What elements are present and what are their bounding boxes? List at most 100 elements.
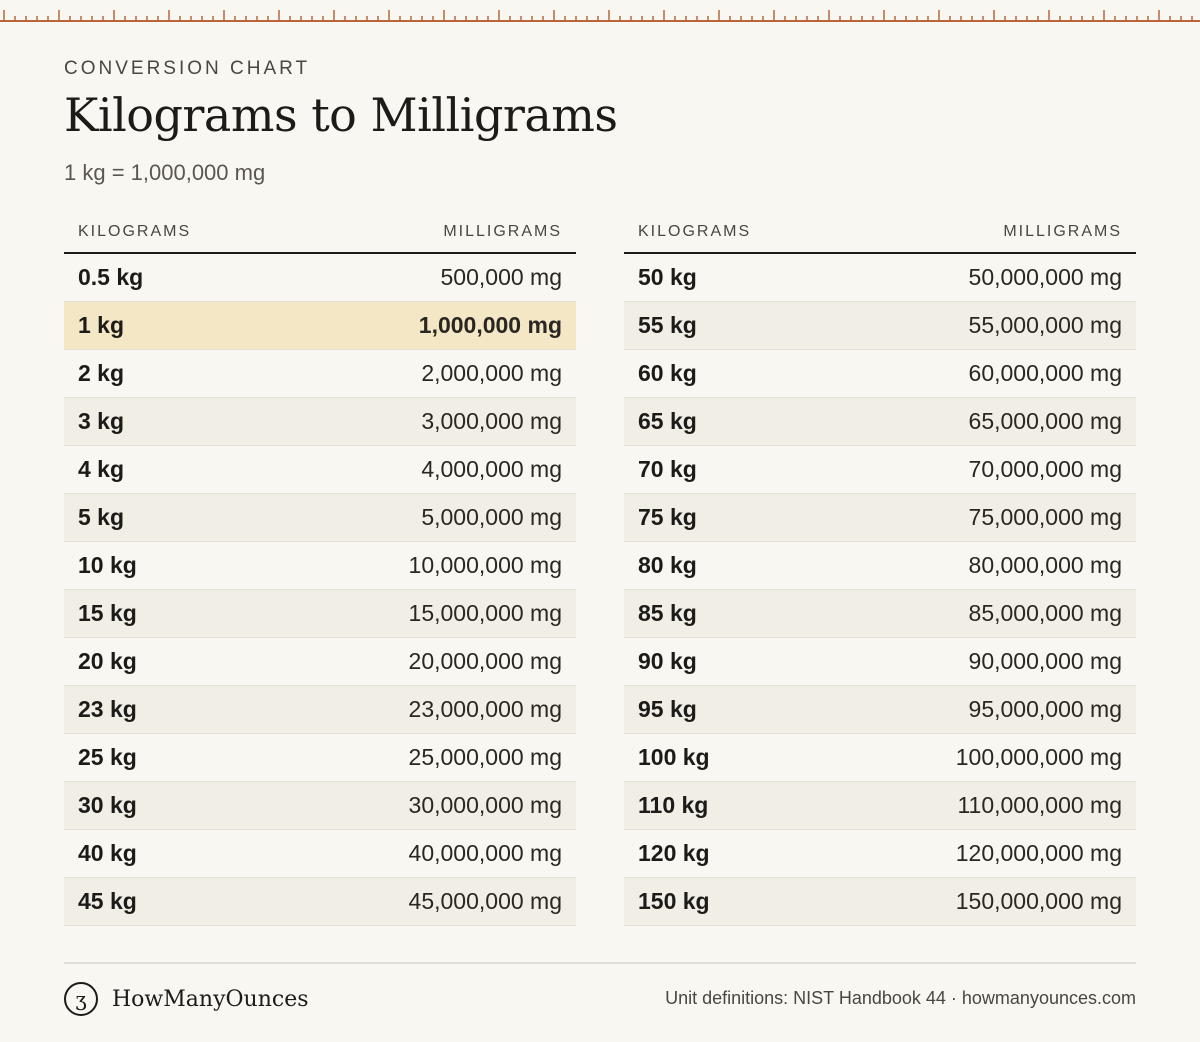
column-header-kilograms: KILOGRAMS: [638, 223, 752, 240]
table-row: 100 kg 100,000,000 mg: [624, 734, 1136, 782]
ruler-decoration: [0, 0, 1200, 22]
milligrams-cell: 70,000,000 mg: [968, 456, 1122, 482]
milligrams-cell: 55,000,000 mg: [968, 312, 1122, 338]
footer-divider: [64, 962, 1136, 964]
kilograms-cell: 40 kg: [78, 840, 137, 866]
brand-logo-icon: ʒ: [64, 982, 98, 1016]
table-row: 45 kg 45,000,000 mg: [64, 878, 576, 926]
brand-name: HowManyOunces: [112, 986, 309, 1012]
milligrams-cell: 23,000,000 mg: [408, 696, 562, 722]
page-title: Kilograms to Milligrams: [64, 88, 618, 142]
milligrams-cell: 20,000,000 mg: [408, 648, 562, 674]
table-row: 75 kg 75,000,000 mg: [624, 494, 1136, 542]
brand: ʒ HowManyOunces: [64, 982, 309, 1016]
kilograms-cell: 85 kg: [638, 600, 697, 626]
kilograms-cell: 23 kg: [78, 696, 137, 722]
kilograms-cell: 1 kg: [78, 312, 125, 338]
table-row: 95 kg 95,000,000 mg: [624, 686, 1136, 734]
milligrams-cell: 4,000,000 mg: [421, 456, 562, 482]
milligrams-cell: 25,000,000 mg: [408, 744, 562, 770]
kilograms-cell: 75 kg: [638, 504, 697, 530]
milligrams-cell: 85,000,000 mg: [968, 600, 1122, 626]
kilograms-cell: 0.5 kg: [78, 264, 144, 290]
milligrams-cell: 65,000,000 mg: [968, 408, 1122, 434]
kilograms-cell: 5 kg: [78, 504, 125, 530]
table-row: 55 kg 55,000,000 mg: [624, 302, 1136, 350]
milligrams-cell: 45,000,000 mg: [408, 888, 562, 914]
column-header-milligrams: MILLIGRAMS: [1003, 223, 1122, 240]
kilograms-cell: 150 kg: [638, 888, 710, 914]
table-row: 70 kg 70,000,000 mg: [624, 446, 1136, 494]
kilograms-cell: 3 kg: [78, 408, 125, 434]
milligrams-cell: 2,000,000 mg: [421, 360, 562, 386]
milligrams-cell: 30,000,000 mg: [408, 792, 562, 818]
table-row: 30 kg 30,000,000 mg: [64, 782, 576, 830]
source-note: Unit definitions: NIST Handbook 44 · how…: [665, 988, 1136, 1008]
table-body: 0.5 kg 500,000 mg 1 kg 1,000,000 mg 2 kg 2,00…: [64, 254, 576, 926]
milligrams-cell: 60,000,000 mg: [968, 360, 1122, 386]
table-row: 0.5 kg 500,000 mg: [64, 254, 576, 302]
kilograms-cell: 95 kg: [638, 696, 697, 722]
milligrams-cell: 120,000,000 mg: [955, 840, 1122, 866]
kilograms-cell: 80 kg: [638, 552, 697, 578]
milligrams-cell: 90,000,000 mg: [968, 648, 1122, 674]
table-header: KILOGRAMS MILLIGRAMS: [64, 212, 576, 254]
table-row: 23 kg 23,000,000 mg: [64, 686, 576, 734]
ruler-ticks: [3, 10, 1193, 22]
table-row: 60 kg 60,000,000 mg: [624, 350, 1136, 398]
table-row: 2 kg 2,000,000 mg: [64, 350, 576, 398]
table-row: 50 kg 50,000,000 mg: [624, 254, 1136, 302]
table-row: 85 kg 85,000,000 mg: [624, 590, 1136, 638]
milligrams-cell: 3,000,000 mg: [421, 408, 562, 434]
table-body: 50 kg 50,000,000 mg 55 kg 55,000,000 mg 60 k…: [624, 254, 1136, 926]
table-row: 10 kg 10,000,000 mg: [64, 542, 576, 590]
table-row: 40 kg 40,000,000 mg: [64, 830, 576, 878]
kilograms-cell: 45 kg: [78, 888, 137, 914]
milligrams-cell: 100,000,000 mg: [955, 744, 1122, 770]
table-row: 65 kg 65,000,000 mg: [624, 398, 1136, 446]
kilograms-cell: 60 kg: [638, 360, 697, 386]
column-header-milligrams: MILLIGRAMS: [443, 223, 562, 240]
kilograms-cell: 65 kg: [638, 408, 697, 434]
table-row: 150 kg 150,000,000 mg: [624, 878, 1136, 926]
kilograms-cell: 110 kg: [638, 792, 709, 818]
table-row: 120 kg 120,000,000 mg: [624, 830, 1136, 878]
kilograms-cell: 70 kg: [638, 456, 697, 482]
eyebrow-label: CONVERSION CHART: [64, 58, 311, 79]
page-subtitle: 1 kg = 1,000,000 mg: [64, 160, 266, 185]
milligrams-cell: 95,000,000 mg: [968, 696, 1122, 722]
milligrams-cell: 10,000,000 mg: [408, 552, 562, 578]
kilograms-cell: 10 kg: [78, 552, 137, 578]
kilograms-cell: 30 kg: [78, 792, 137, 818]
kilograms-cell: 2 kg: [78, 360, 125, 386]
milligrams-cell: 80,000,000 mg: [968, 552, 1122, 578]
milligrams-cell: 150,000,000 mg: [955, 888, 1122, 914]
milligrams-cell: 1,000,000 mg: [418, 312, 562, 338]
table-header: KILOGRAMS MILLIGRAMS: [624, 212, 1136, 254]
kilograms-cell: 25 kg: [78, 744, 137, 770]
table-row: 1 kg 1,000,000 mg: [64, 302, 576, 350]
kilograms-cell: 15 kg: [78, 600, 137, 626]
kilograms-cell: 100 kg: [638, 744, 710, 770]
milligrams-cell: 5,000,000 mg: [421, 504, 562, 530]
column-header-kilograms: KILOGRAMS: [78, 223, 192, 240]
table-row: 90 kg 90,000,000 mg: [624, 638, 1136, 686]
kilograms-cell: 120 kg: [638, 840, 710, 866]
table-row: 80 kg 80,000,000 mg: [624, 542, 1136, 590]
kilograms-cell: 4 kg: [78, 456, 125, 482]
table-row: 110 kg 110,000,000 mg: [624, 782, 1136, 830]
table-row: 3 kg 3,000,000 mg: [64, 398, 576, 446]
table-row: 25 kg 25,000,000 mg: [64, 734, 576, 782]
table-row: 4 kg 4,000,000 mg: [64, 446, 576, 494]
milligrams-cell: 75,000,000 mg: [968, 504, 1122, 530]
table-row: 5 kg 5,000,000 mg: [64, 494, 576, 542]
kilograms-cell: 55 kg: [638, 312, 697, 338]
milligrams-cell: 500,000 mg: [440, 264, 562, 290]
milligrams-cell: 15,000,000 mg: [408, 600, 562, 626]
table-row: 20 kg 20,000,000 mg: [64, 638, 576, 686]
milligrams-cell: 50,000,000 mg: [968, 264, 1122, 290]
conversion-table-left: KILOGRAMS MILLIGRAMS 0.5 kg 500,000 mg 1 k…: [64, 212, 576, 926]
kilograms-cell: 20 kg: [78, 648, 137, 674]
kilograms-cell: 50 kg: [638, 264, 697, 290]
conversion-table-right: KILOGRAMS MILLIGRAMS 50 kg 50,000,000 mg 5…: [624, 212, 1136, 926]
